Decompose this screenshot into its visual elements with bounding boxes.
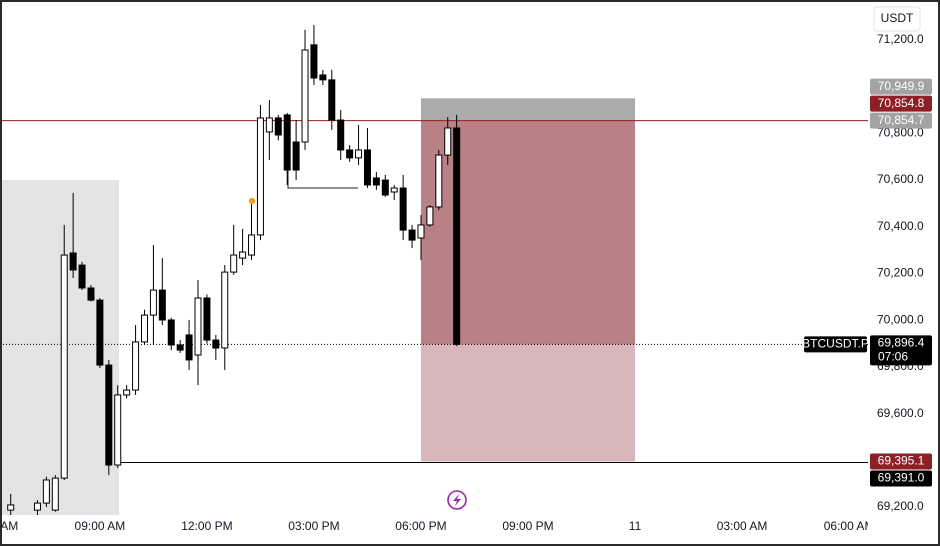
open-loss-zone	[420, 120, 636, 345]
x-tick-label: 06:00 PM	[395, 519, 446, 533]
candle-body	[185, 334, 193, 361]
x-tick-label: 06:00 AM	[824, 519, 875, 533]
y-tick-label: 71,200.0	[877, 32, 924, 46]
unit-box	[873, 6, 921, 32]
y-tick-label: 69,200.0	[877, 499, 924, 513]
price-label-box	[870, 453, 932, 470]
current-price-box	[870, 335, 932, 366]
candle-body	[256, 117, 264, 236]
price-label: 70,854.7	[878, 113, 925, 127]
price-label-box	[870, 78, 932, 95]
y-tick-label: 69,600.0	[877, 406, 924, 420]
candle-body	[51, 477, 59, 511]
x-tick-label: 03:00 AM	[717, 519, 768, 533]
candle-body	[167, 319, 175, 346]
x-tick-label: 11	[629, 519, 642, 533]
candle-body	[328, 79, 336, 121]
candle-body	[203, 297, 211, 341]
candle-body	[176, 344, 184, 351]
target-zone	[420, 344, 636, 462]
candle-body	[301, 49, 309, 143]
countdown-label: 07:06	[878, 350, 908, 364]
candle-body	[453, 127, 461, 345]
x-tick-label: 06:00 AM	[0, 519, 18, 533]
candle-body	[444, 127, 452, 156]
candle-body	[372, 177, 380, 186]
x-axis: 06:00 AM 09:00 AM 12:00 PM 03:00 PM 06:00 PM…	[0, 519, 875, 533]
x-tick-label: 09:00 PM	[502, 519, 553, 533]
candle-body	[105, 364, 113, 466]
candle-body	[149, 289, 157, 316]
candle-body	[426, 206, 434, 226]
candle-body	[399, 187, 407, 231]
candle-body	[239, 251, 247, 259]
price-label: 70,949.9	[878, 79, 925, 93]
price-label: 69,395.1	[878, 454, 925, 468]
x-tick-label: 03:00 PM	[288, 519, 339, 533]
y-tick-label: 70,400.0	[877, 219, 924, 233]
candle-body	[78, 264, 86, 289]
symbol-box	[804, 336, 867, 353]
x-tick-label: 09:00 AM	[75, 519, 126, 533]
candle-body	[158, 289, 166, 321]
candle-body	[319, 74, 327, 81]
price-label-box	[870, 470, 932, 487]
candle-body	[408, 229, 416, 241]
y-tick-label: 70,200.0	[877, 266, 924, 280]
candle-body	[265, 117, 273, 133]
candle-body	[230, 254, 238, 273]
candle-body	[346, 149, 354, 159]
price-label-box	[870, 112, 932, 129]
candle-body	[33, 502, 41, 511]
symbol-label: BTCUSDT.P	[802, 337, 869, 351]
candle-body	[69, 252, 77, 271]
candle-body	[417, 224, 425, 239]
candle-body	[221, 271, 229, 349]
price-label: 70,854.8	[878, 96, 925, 110]
candle-body	[60, 254, 68, 479]
current-price-label: 69,896.4	[878, 336, 925, 350]
signal-dot	[248, 197, 256, 205]
y-tick-label: 70,800.0	[877, 126, 924, 140]
candle-body	[337, 119, 345, 151]
candle-body	[132, 341, 140, 391]
candle-body	[87, 287, 95, 301]
candle-body	[435, 154, 443, 208]
price-label-box	[870, 95, 932, 112]
candle-body	[381, 179, 389, 196]
y-tick-label: 70,600.0	[877, 172, 924, 186]
candle-body	[212, 339, 220, 349]
x-tick-label: 12:00 PM	[181, 519, 232, 533]
plot-area	[0, 24, 868, 515]
stop-zone	[420, 98, 636, 121]
candle-body	[114, 394, 122, 466]
y-tick-label: 70,000.0	[877, 312, 924, 326]
candle-body	[248, 234, 256, 256]
candle-body	[140, 314, 148, 343]
trend-bracket	[287, 170, 358, 189]
candle-body	[283, 114, 291, 171]
candle-body	[310, 44, 318, 79]
alert-icon[interactable]	[447, 490, 467, 510]
candle-body	[42, 479, 50, 504]
price-label: 69,391.0	[878, 471, 925, 485]
y-axis: USDT 71,200.0 70,800.0 70,600.0 70,400.0 70,…	[870, 6, 932, 513]
candle-body	[7, 504, 15, 511]
candle-body	[123, 389, 131, 396]
unit-label: USDT	[881, 11, 914, 25]
candle-body	[194, 297, 202, 356]
candle-body	[390, 187, 398, 193]
candle-body	[292, 141, 300, 171]
candle-body	[274, 117, 282, 136]
candle-body	[96, 299, 104, 366]
candle-body	[363, 149, 371, 186]
candle-body	[355, 149, 363, 159]
